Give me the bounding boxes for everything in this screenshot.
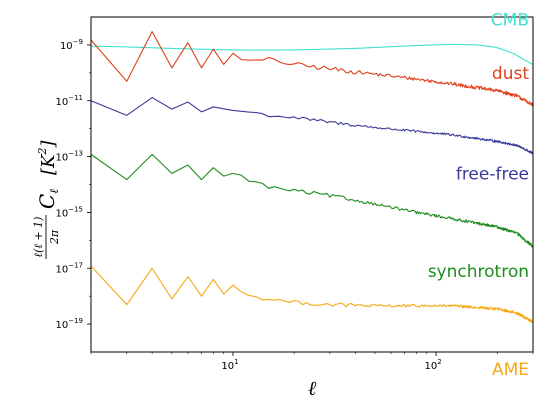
y-tick-label: 10−17 bbox=[55, 261, 83, 275]
series-label-dust: dust bbox=[492, 64, 529, 84]
y-axis-title-numerator: ℓ(ℓ + 1) bbox=[32, 217, 45, 258]
x-tick-label: 102 bbox=[424, 358, 441, 372]
series-line-cmb bbox=[90, 43, 534, 65]
y-tick-label: 10−19 bbox=[55, 317, 83, 331]
series-line-dust bbox=[90, 31, 534, 107]
series-line-ame bbox=[90, 265, 534, 324]
y-axis-title-denominator: 2π bbox=[48, 229, 61, 245]
series-label-synchrotron: synchrotron bbox=[428, 262, 529, 282]
y-tick-label: 10−9 bbox=[60, 38, 83, 52]
x-tick-label: 101 bbox=[221, 358, 238, 372]
series-labels: CMB dust free-free synchrotron AME bbox=[428, 11, 530, 380]
y-axis-title-unit: [K2] bbox=[36, 140, 59, 175]
series-label-ame: AME bbox=[492, 360, 529, 380]
series-line-free-free bbox=[90, 97, 534, 155]
series-label-cmb: CMB bbox=[491, 11, 529, 31]
ticks-layer: 10−9 10−11 10−13 10−15 10−17 10−19 101 102 bbox=[55, 38, 534, 372]
series-label-free-free: free-free bbox=[456, 164, 529, 184]
y-axis-title: ℓ(ℓ + 1) 2π Cℓ [K2] bbox=[32, 140, 61, 259]
plot-frame bbox=[90, 16, 534, 353]
series-layer bbox=[90, 31, 534, 324]
y-tick-label: 10−13 bbox=[55, 150, 83, 164]
y-axis-title-symbol: Cℓ bbox=[35, 189, 61, 209]
y-tick-label: 10−15 bbox=[55, 205, 83, 219]
series-line-synchrotron bbox=[90, 153, 534, 248]
x-axis-title: ℓ bbox=[308, 376, 317, 400]
y-tick-label: 10−11 bbox=[55, 94, 83, 108]
